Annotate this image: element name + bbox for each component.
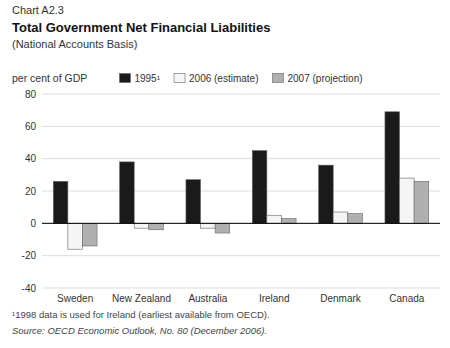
x-tick-label: Sweden [57,293,93,304]
legend: 1995¹ 2006 (estimate) 2007 (projection) [119,73,362,84]
grid-line [42,255,440,256]
y-tick-label: 20 [25,186,37,197]
x-tick-label: Denmark [320,293,362,304]
x-tick-label: Canada [389,293,424,304]
bar [120,162,135,223]
bar [281,218,296,223]
title: Total Government Net Financial Liabiliti… [12,20,270,35]
y-tick-label: -40 [22,283,37,294]
y-axis-label: per cent of GDP [12,72,87,84]
grid-line [42,94,440,95]
bar [149,223,164,229]
grid-line [42,126,440,127]
bar [53,181,68,223]
bar [215,223,230,233]
legend-swatch [174,74,185,83]
chart-label: Chart A2.3 [12,4,64,16]
legend-label: 2006 (estimate) [189,73,258,84]
legend-swatch [119,74,130,83]
legend-item: 2007 (projection) [273,73,363,84]
bars [53,112,428,249]
bar [414,181,429,223]
y-tick-label: 40 [25,153,37,164]
bar [186,180,201,224]
bar [252,151,267,224]
chart: Chart A2.3 Total Government Net Financial… [0,0,450,348]
bar [68,223,83,249]
legend-item: 2006 (estimate) [174,73,258,84]
grid [42,94,440,288]
subtitle: (National Accounts Basis) [12,38,137,50]
y-tick-label: -20 [22,250,37,261]
bar [333,212,348,223]
grid-line [42,158,440,159]
legend-label: 2007 (projection) [288,73,363,84]
legend-item: 1995¹ [119,73,160,84]
bar [319,165,334,223]
bar [385,112,400,224]
footnote: Source: OECD Economic Outlook, No. 80 (D… [12,325,267,336]
legend-label: 1995¹ [134,73,160,84]
x-tick-label: New Zealand [112,293,171,304]
footnote: ¹1998 data is used for Ireland (earliest… [12,309,270,320]
bar [201,223,216,228]
bar [400,178,415,223]
bar [267,215,282,223]
bar [82,223,97,246]
grid-line [42,223,440,224]
grid-line [42,288,440,289]
x-tick-label: Ireland [259,293,290,304]
zero-line [42,223,440,224]
bar [134,223,149,228]
grid-line [42,191,440,192]
y-tick-label: 60 [25,121,37,132]
legend-swatch [273,74,284,83]
y-tick-label: 80 [25,89,37,100]
x-tick-label: Australia [188,293,227,304]
bar [348,214,363,224]
y-tick-label: 0 [30,218,36,229]
